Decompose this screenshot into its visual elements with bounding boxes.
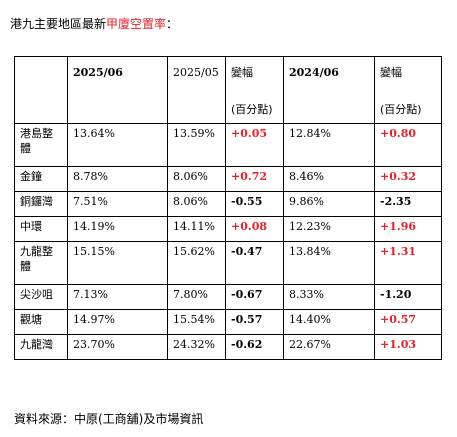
- table-body: 2025/06 2025/05 變幅 (百分點) 2024/06 變幅 (百分點…: [14, 56, 442, 360]
- cell-2025-06: 14.97%: [67, 309, 168, 335]
- header-change-yoy-label: 變幅: [380, 66, 402, 79]
- table-header-row: 2025/06 2025/05 變幅 (百分點) 2024/06 變幅 (百分點…: [14, 56, 442, 124]
- table-row: 尖沙咀 7.13% 7.80% -0.67 8.33% -1.20: [14, 284, 442, 310]
- cell-2025-05: 8.06%: [167, 166, 226, 192]
- title-prefix: 港九主要地區最新: [10, 17, 107, 31]
- cell-2025-05: 15.54%: [167, 309, 226, 335]
- table-row: 九龍整體 15.15% 15.62% -0.47 13.84% +1.31: [14, 241, 442, 285]
- cell-2025-06: 23.70%: [67, 334, 168, 360]
- header-change-mom: 變幅 (百分點): [225, 56, 284, 124]
- page-title: 港九主要地區最新甲廈空置率：: [10, 17, 178, 31]
- cell-district: 九龍灣: [14, 334, 68, 360]
- cell-change-mom: -0.62: [225, 334, 284, 360]
- table-row: 九龍灣 23.70% 24.32% -0.62 22.67% +1.03: [14, 334, 442, 360]
- cell-change-mom: -0.47: [225, 241, 284, 285]
- cell-change-mom: -0.55: [225, 191, 284, 217]
- cell-2024-06: 12.23%: [283, 216, 375, 242]
- cell-2025-05: 14.11%: [167, 216, 226, 242]
- cell-2025-05: 13.59%: [167, 123, 226, 167]
- cell-2025-05: 7.80%: [167, 284, 226, 310]
- header-2025-06: 2025/06: [67, 56, 168, 124]
- cell-change-yoy: -2.35: [374, 191, 442, 217]
- header-district: [14, 56, 68, 124]
- table-row: 金鐘 8.78% 8.06% +0.72 8.46% +0.32: [14, 166, 442, 192]
- cell-2024-06: 13.84%: [283, 241, 375, 285]
- cell-2024-06: 14.40%: [283, 309, 375, 335]
- cell-change-mom: +0.72: [225, 166, 284, 192]
- cell-change-yoy: -1.20: [374, 284, 442, 310]
- cell-change-mom: -0.67: [225, 284, 284, 310]
- cell-2025-06: 14.19%: [67, 216, 168, 242]
- cell-2025-05: 24.32%: [167, 334, 226, 360]
- table-row: 觀塘 14.97% 15.54% -0.57 14.40% +0.57: [14, 309, 442, 335]
- cell-district: 九龍整體: [14, 241, 68, 285]
- cell-change-yoy: +1.96: [374, 216, 442, 242]
- cell-2024-06: 22.67%: [283, 334, 375, 360]
- cell-change-yoy: +0.80: [374, 123, 442, 167]
- cell-change-yoy: +0.57: [374, 309, 442, 335]
- cell-change-mom: +0.05: [225, 123, 284, 167]
- header-2025-05: 2025/05: [167, 56, 226, 124]
- cell-district: 金鐘: [14, 166, 68, 192]
- cell-2025-05: 8.06%: [167, 191, 226, 217]
- table-row: 港島整體 13.64% 13.59% +0.05 12.84% +0.80: [14, 123, 442, 167]
- cell-district: 港島整體: [14, 123, 68, 167]
- cell-2024-06: 9.86%: [283, 191, 375, 217]
- cell-district: 銅鑼灣: [14, 191, 68, 217]
- cell-district: 觀塘: [14, 309, 68, 335]
- cell-change-mom: +0.08: [225, 216, 284, 242]
- header-change-mom-unit: (百分點): [231, 103, 273, 116]
- header-change-mom-label: 變幅: [231, 66, 253, 79]
- cell-change-yoy: +0.32: [374, 166, 442, 192]
- source-note: 資料來源：中原(工商舖)及市場資訊: [14, 412, 204, 426]
- header-2024-06: 2024/06: [283, 56, 375, 124]
- table-row: 中環 14.19% 14.11% +0.08 12.23% +1.96: [14, 216, 442, 242]
- cell-change-yoy: +1.03: [374, 334, 442, 360]
- cell-district: 中環: [14, 216, 68, 242]
- title-highlight: 甲廈空置率: [106, 17, 167, 31]
- cell-2025-06: 13.64%: [67, 123, 168, 167]
- cell-2024-06: 8.33%: [283, 284, 375, 310]
- table-row: 銅鑼灣 7.51% 8.06% -0.55 9.86% -2.35: [14, 191, 442, 217]
- vacancy-rate-table: 2025/06 2025/05 變幅 (百分點) 2024/06 變幅 (百分點…: [14, 56, 442, 360]
- header-change-yoy-unit: (百分點): [380, 103, 422, 116]
- cell-2025-06: 15.15%: [67, 241, 168, 285]
- header-change-yoy: 變幅 (百分點): [374, 56, 442, 124]
- cell-2025-06: 8.78%: [67, 166, 168, 192]
- cell-district: 尖沙咀: [14, 284, 68, 310]
- cell-2025-05: 15.62%: [167, 241, 226, 285]
- title-suffix: ：: [166, 17, 179, 31]
- cell-2024-06: 8.46%: [283, 166, 375, 192]
- cell-change-yoy: +1.31: [374, 241, 442, 285]
- cell-2025-06: 7.51%: [67, 191, 168, 217]
- cell-2024-06: 12.84%: [283, 123, 375, 167]
- cell-2025-06: 7.13%: [67, 284, 168, 310]
- cell-change-mom: -0.57: [225, 309, 284, 335]
